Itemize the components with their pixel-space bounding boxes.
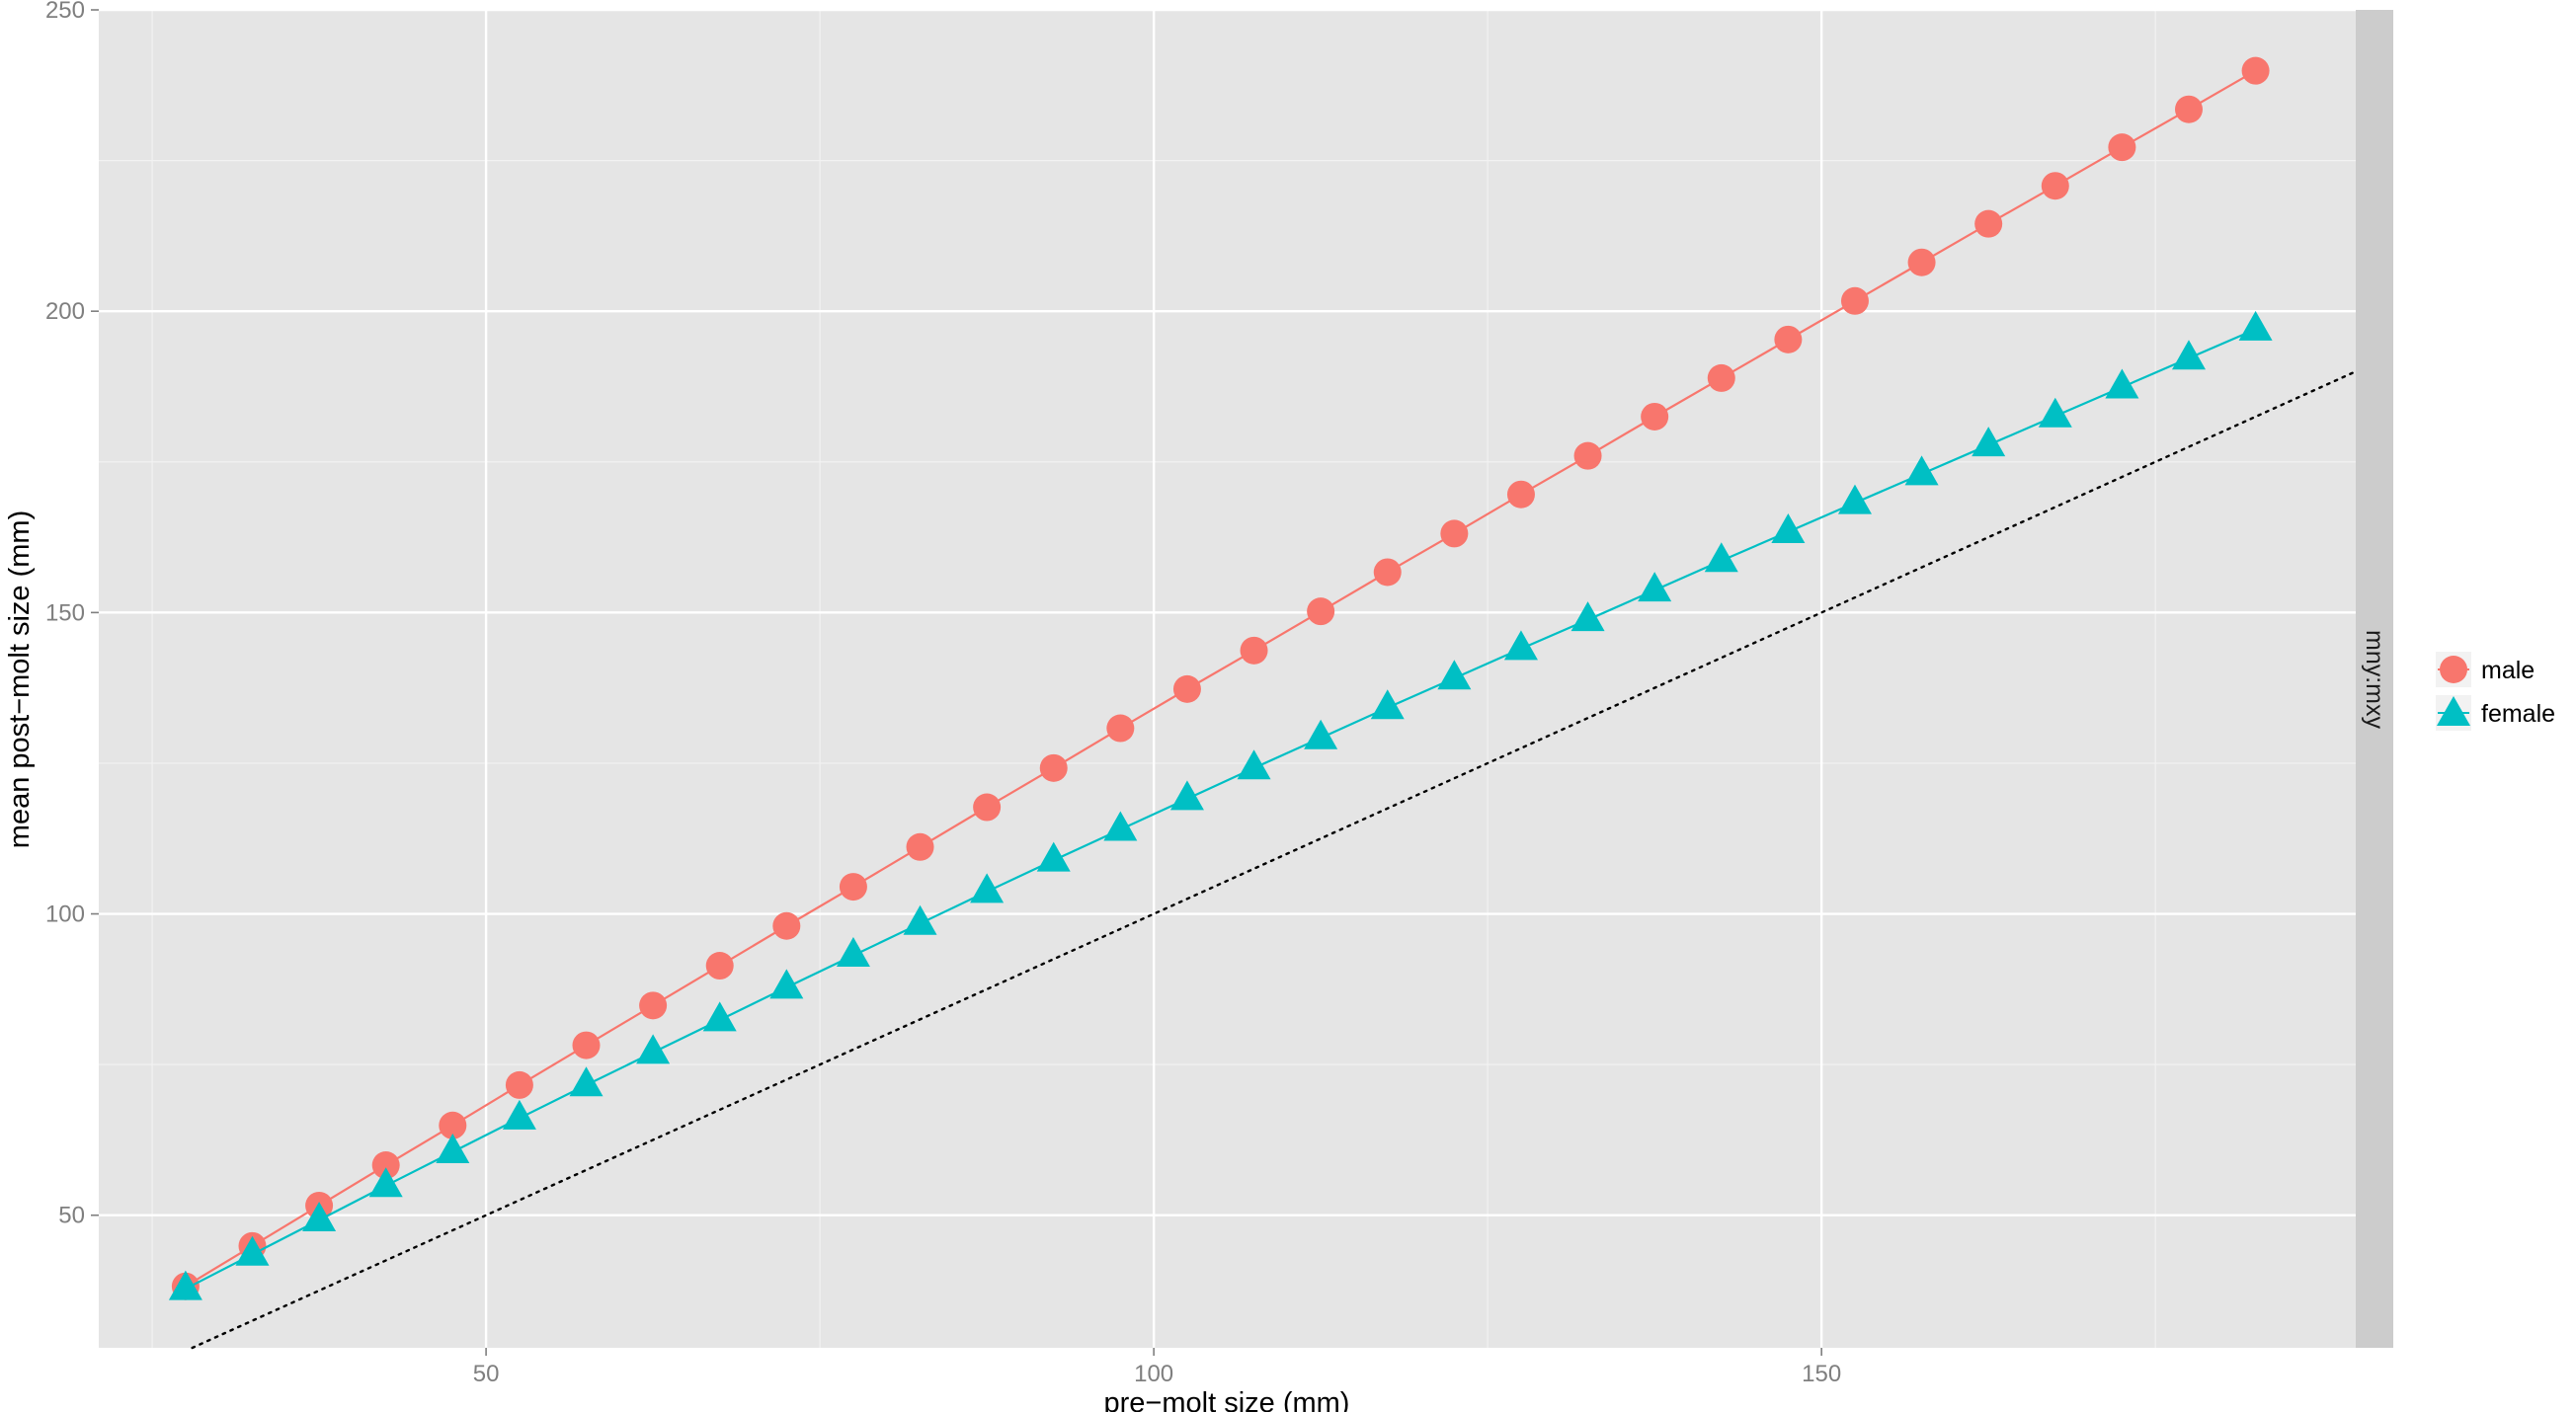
data-point-male xyxy=(1707,363,1735,392)
facet-strip-label: mny:mxy xyxy=(2361,630,2388,730)
data-point-female xyxy=(1503,630,1538,661)
data-point-male xyxy=(705,952,734,981)
minor-gridlines xyxy=(99,10,2356,1348)
plot-panel xyxy=(99,10,2356,1348)
data-point-female xyxy=(2171,340,2206,370)
data-point-female xyxy=(235,1235,270,1266)
y-tick-label: 50 xyxy=(58,1203,85,1229)
axes-layer: 50 100 150 50 100 150 200 250 xyxy=(45,0,1841,1387)
data-point-male xyxy=(2241,56,2270,85)
data-point-female xyxy=(1904,455,1939,486)
data-point-female xyxy=(1036,841,1071,872)
y-axis-title: mean post−molt size (mm) xyxy=(4,510,36,848)
data-point-male xyxy=(906,832,934,861)
data-point-female xyxy=(1570,601,1605,632)
y-tick-label: 200 xyxy=(45,298,85,325)
series-female xyxy=(168,310,2273,1300)
data-point-female xyxy=(1771,512,1806,543)
data-point-male xyxy=(505,1070,533,1099)
data-point-male xyxy=(1774,325,1803,353)
data-point-male xyxy=(772,911,801,940)
legend-label-female: female xyxy=(2481,700,2555,728)
data-point-female xyxy=(168,1270,202,1300)
series-male xyxy=(171,56,2270,1300)
x-tick-label: 100 xyxy=(1134,1361,1173,1387)
data-point-female xyxy=(1638,572,1672,602)
data-point-female xyxy=(836,937,870,968)
data-point-female xyxy=(1837,484,1872,514)
data-point-male xyxy=(1106,714,1135,743)
data-point-female xyxy=(2105,368,2139,399)
data-point-male xyxy=(2041,172,2069,200)
data-point-male xyxy=(973,793,1002,822)
data-point-female xyxy=(1370,689,1405,720)
data-point-female xyxy=(569,1066,604,1097)
data-point-male xyxy=(1172,674,1201,703)
data-point-female xyxy=(702,1001,737,1032)
data-point-male xyxy=(639,991,668,1020)
y-tick-label: 150 xyxy=(45,599,85,626)
data-point-male xyxy=(839,873,867,902)
data-point-male xyxy=(1506,480,1535,509)
data-point-male xyxy=(439,1111,467,1139)
x-axis-title: pre−molt size (mm) xyxy=(1104,1387,1350,1412)
data-point-male xyxy=(1240,636,1268,665)
x-tick-label: 150 xyxy=(1802,1361,1841,1387)
x-tick-label: 50 xyxy=(473,1361,500,1387)
y-tick-label: 250 xyxy=(45,0,85,24)
data-point-male xyxy=(1641,402,1669,431)
data-point-female xyxy=(1103,811,1138,841)
legend-marker-female xyxy=(2437,696,2470,726)
data-point-male xyxy=(1573,441,1602,470)
data-point-female xyxy=(436,1134,470,1164)
data-point-female xyxy=(1437,660,1472,690)
data-point-female xyxy=(1237,749,1271,780)
data-point-female xyxy=(903,904,937,935)
data-point-male xyxy=(1373,558,1402,587)
data-point-male xyxy=(1307,597,1335,626)
legend-item-female: female xyxy=(2436,695,2555,731)
data-point-female xyxy=(2038,397,2072,428)
major-gridlines xyxy=(99,8,2356,1348)
reference-line xyxy=(191,370,2358,1350)
data-point-male xyxy=(1039,753,1068,782)
data-point-male xyxy=(1440,519,1469,548)
facet-strip xyxy=(2356,10,2393,1348)
data-point-male xyxy=(2174,95,2203,123)
data-point-female xyxy=(636,1034,671,1064)
data-point-female xyxy=(970,873,1005,903)
data-point-male xyxy=(2108,133,2136,162)
data-point-female xyxy=(769,969,804,999)
data-point-male xyxy=(1907,248,1936,276)
data-point-female xyxy=(1704,542,1738,573)
series-layer xyxy=(168,56,2273,1300)
data-point-female xyxy=(1169,780,1204,811)
data-point-male xyxy=(572,1031,601,1059)
legend-item-male: male xyxy=(2436,652,2535,687)
data-point-male xyxy=(1840,286,1869,315)
data-point-female xyxy=(502,1099,536,1130)
legend-label-male: male xyxy=(2481,657,2535,684)
data-point-female xyxy=(2238,310,2273,341)
data-point-male xyxy=(371,1151,400,1180)
data-point-female xyxy=(1972,427,2006,457)
data-point-female xyxy=(302,1202,337,1232)
reference-line-layer xyxy=(191,370,2358,1350)
data-point-female xyxy=(1304,719,1338,749)
y-tick-label: 100 xyxy=(45,902,85,928)
legend: male female xyxy=(2436,652,2555,731)
data-point-male xyxy=(1974,209,2003,238)
data-point-female xyxy=(368,1167,403,1198)
